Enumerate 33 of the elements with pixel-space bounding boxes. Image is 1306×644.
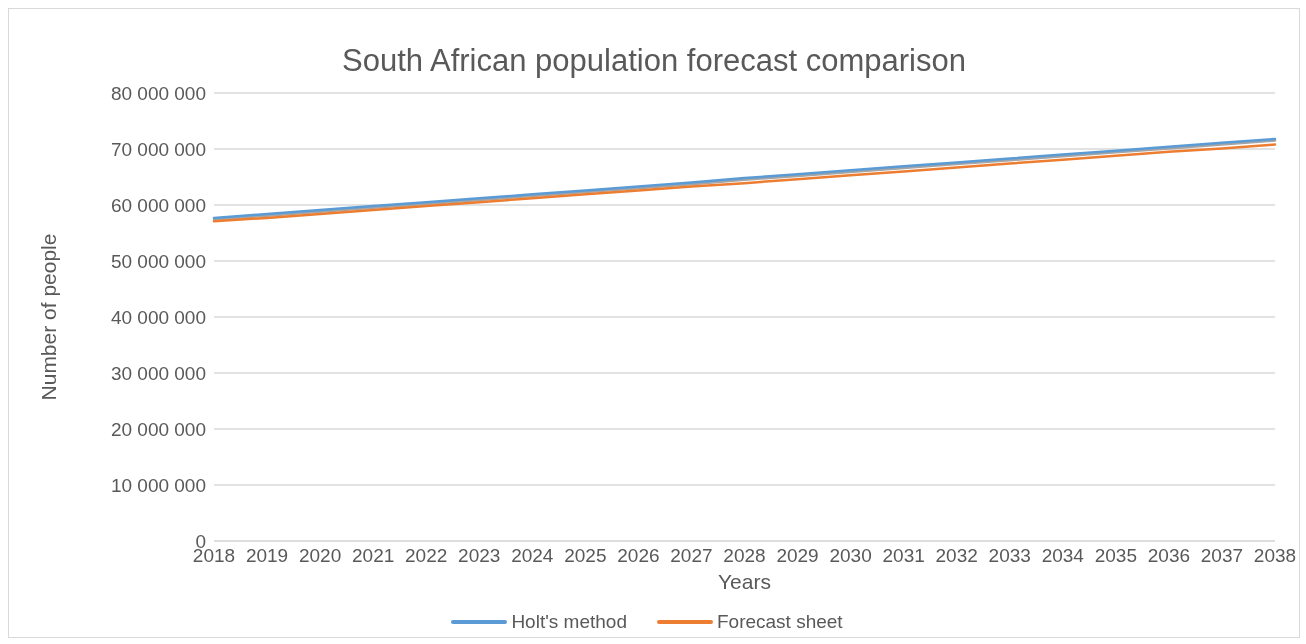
legend-label: Holt's method — [511, 611, 627, 633]
x-tick-label: 2038 — [1253, 545, 1297, 567]
y-tick-label: 40 000 000 — [110, 306, 206, 328]
x-tick-label: 2035 — [1094, 545, 1137, 567]
x-tick-label: 2022 — [405, 545, 448, 567]
x-tick-label: 2031 — [882, 545, 925, 567]
y-tick-label: 60 000 000 — [110, 194, 206, 216]
x-tick-label: 2023 — [458, 545, 501, 567]
x-axis-title: Years — [718, 570, 771, 593]
x-tick-label: 2026 — [617, 545, 660, 567]
y-tick-label: 50 000 000 — [110, 250, 206, 272]
y-tick-label: 30 000 000 — [110, 362, 206, 384]
x-tick-label: 2019 — [245, 545, 289, 567]
chart-title: South African population forecast comparison — [341, 43, 967, 80]
y-tick-label: 10 000 000 — [110, 474, 206, 496]
x-tick-label: 2027 — [670, 545, 713, 567]
x-tick-label: 2029 — [776, 545, 819, 567]
y-tick-label: 20 000 000 — [110, 418, 206, 440]
x-tick-label: 2025 — [564, 545, 607, 567]
y-axis-title: Number of people — [37, 233, 61, 401]
x-tick-label: 2024 — [511, 545, 554, 567]
y-tick-label: 80 000 000 — [110, 82, 206, 104]
x-tick-label: 2032 — [935, 545, 978, 567]
x-tick-label: 2034 — [1041, 545, 1085, 567]
y-tick-label: 70 000 000 — [110, 138, 206, 160]
x-tick-label: 2021 — [352, 545, 395, 567]
x-tick-label: 2037 — [1200, 545, 1244, 567]
legend-label: Forecast sheet — [716, 611, 843, 633]
x-tick-label: 2033 — [988, 545, 1031, 567]
x-tick-label: 2028 — [723, 545, 766, 567]
x-tick-label: 2030 — [829, 545, 872, 567]
x-tick-label: 2020 — [298, 545, 342, 567]
x-tick-label: 2036 — [1147, 545, 1191, 567]
